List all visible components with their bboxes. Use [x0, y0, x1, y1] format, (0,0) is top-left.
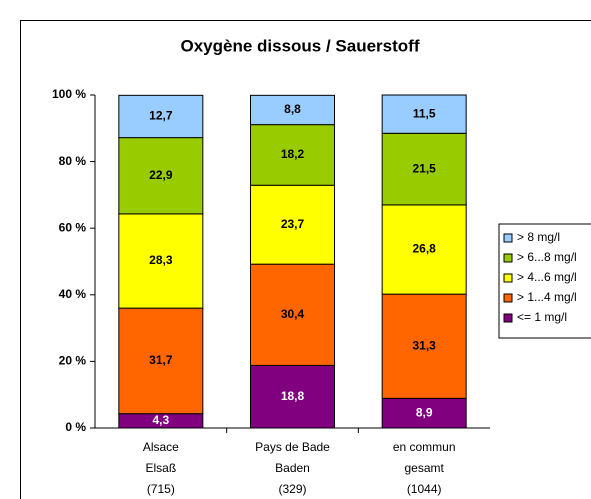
bar-segment: [250, 94, 335, 126]
value-label: 12,7: [149, 109, 173, 123]
bar-segment: [118, 137, 204, 215]
value-label: 18,8: [281, 389, 305, 403]
y-tick-label: 80 %: [59, 154, 87, 168]
y-tick-label: 100 %: [52, 87, 86, 101]
bar-segment: [250, 263, 335, 366]
x-tick-label: Alsace: [143, 440, 179, 454]
x-tick-label: (329): [278, 482, 306, 496]
legend-swatch: [503, 313, 513, 323]
bar-segment: [381, 293, 467, 399]
value-label: 8,9: [416, 405, 433, 419]
value-label: 30,4: [281, 307, 305, 321]
legend-swatch: [503, 233, 513, 243]
bar-segment: [381, 94, 467, 134]
bar-segment: [118, 213, 204, 309]
legend-label: > 8 mg/l: [517, 230, 560, 244]
y-tick-label: 20 %: [59, 354, 87, 368]
legend-label: <= 1 mg/l: [517, 310, 567, 324]
value-label: 23,7: [281, 217, 305, 231]
legend-swatch: [503, 273, 513, 283]
legend-swatch: [503, 293, 513, 303]
y-tick-label: 0 %: [65, 420, 86, 434]
value-label: 21,5: [412, 161, 436, 175]
value-label: 8,8: [284, 102, 301, 116]
chart-title: Oxygène dissous / Sauerstoff: [180, 36, 419, 55]
legend-box: [498, 223, 591, 339]
value-label: 18,2: [281, 147, 305, 161]
value-label: 31,7: [149, 353, 173, 367]
bar-segment: [250, 184, 335, 265]
value-label: 4,3: [152, 413, 169, 427]
x-tick-label: gesamt: [404, 461, 444, 475]
value-label: 11,5: [413, 106, 436, 120]
y-tick-label: 60 %: [59, 220, 87, 234]
x-tick-label: Pays de Bade: [255, 440, 330, 454]
bar-segment: [381, 397, 467, 429]
bar-segment: [250, 124, 335, 186]
x-tick-label: (715): [147, 482, 175, 496]
bar-segment: [118, 307, 204, 415]
legend-label: > 4...6 mg/l: [517, 270, 577, 284]
value-label: 26,8: [412, 242, 436, 256]
x-tick-label: (1044): [407, 482, 442, 496]
value-label: 28,3: [149, 253, 173, 267]
legend-label: > 6...8 mg/l: [517, 250, 577, 264]
legend-label: > 1...4 mg/l: [517, 290, 577, 304]
x-tick-label: Baden: [275, 461, 310, 475]
x-tick-label: Elsaß: [145, 461, 176, 475]
value-label: 31,3: [412, 338, 436, 352]
value-label: 22,9: [149, 168, 173, 182]
legend-swatch: [503, 253, 513, 263]
y-tick-label: 40 %: [59, 287, 87, 301]
bar-segment: [118, 94, 204, 139]
x-tick-label: en commun: [393, 440, 456, 454]
